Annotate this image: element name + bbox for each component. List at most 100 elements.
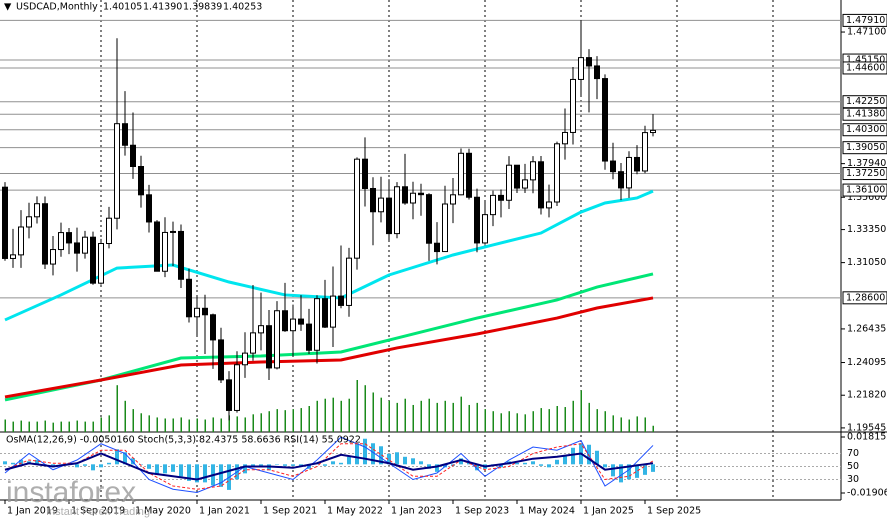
osma-bar [219, 464, 223, 487]
volume-bar [92, 421, 94, 432]
candle-body [202, 307, 208, 316]
candle-body [442, 203, 448, 253]
level-label: 1.45150 [846, 55, 885, 66]
x-tick-label: 1 Jan 2019 [7, 506, 58, 517]
osma-bar [35, 459, 39, 465]
osma-bar [131, 458, 135, 465]
candle-body [74, 242, 80, 254]
moving-average [4, 296, 654, 399]
osma-bar [435, 464, 439, 472]
volume-bar [436, 402, 438, 432]
osma-bar [475, 464, 479, 471]
osma-bar [571, 447, 575, 465]
candle-body [50, 249, 56, 265]
candle-body [450, 194, 456, 205]
volume-bar [644, 417, 646, 432]
volume-bar [36, 421, 38, 432]
volume-bar [428, 398, 430, 432]
volume-bar [236, 416, 238, 432]
moving-average [4, 272, 654, 402]
candle-body [482, 214, 488, 244]
candle-body [2, 186, 8, 259]
symbol-name: USDCAD,Monthly [16, 2, 98, 13]
volume-bar [380, 397, 382, 432]
candle-body [114, 123, 120, 219]
candle-body [210, 314, 216, 341]
volume-bar [340, 400, 342, 432]
volume-bar [20, 420, 22, 432]
osma-bar [115, 449, 119, 465]
candle-body [178, 230, 184, 280]
osma-bar [283, 464, 287, 466]
volume-bar [596, 409, 598, 432]
volume-bar [636, 416, 638, 432]
volume-bar [412, 404, 414, 432]
candle-body [514, 164, 520, 189]
candle-body [82, 236, 88, 254]
level-label: 1.37250 [846, 168, 885, 179]
volume-bar [148, 415, 150, 432]
volume-bar [292, 409, 294, 432]
osma-bar [379, 446, 383, 465]
candle-body [122, 123, 128, 146]
level-label: 1.39050 [846, 142, 885, 153]
x-tick-label: 1 Sep 2019 [71, 506, 125, 517]
candle-body [266, 325, 272, 369]
candle-body [170, 230, 176, 233]
volume-bar [572, 400, 574, 432]
volume-bar [124, 400, 126, 432]
candle-body [434, 242, 440, 253]
y2-tick-label: 50 [847, 461, 859, 472]
osma-bar [83, 464, 87, 466]
osma-bar [363, 438, 367, 465]
x-tick-label: 1 Sep 2023 [455, 506, 509, 517]
volume-bar [476, 402, 478, 432]
candle-body [338, 295, 344, 306]
candle-body [146, 194, 152, 223]
volume-bar [484, 409, 486, 432]
candle-body [58, 232, 64, 251]
candle-body [26, 216, 32, 228]
candle-body [298, 318, 304, 325]
osma-bar [155, 464, 159, 475]
level-box [842, 141, 887, 155]
candle-body [490, 194, 496, 216]
candle-body [522, 179, 528, 189]
volume-bar [356, 380, 358, 432]
level-box [842, 183, 887, 197]
osma-bar [107, 462, 111, 465]
y2-tick-label: 30 [847, 474, 859, 485]
candle-body [386, 197, 392, 235]
candle-body [426, 194, 432, 244]
osma-bar [651, 464, 655, 472]
candle-body [362, 158, 368, 189]
level-label: 1.42250 [846, 96, 885, 107]
volume-bar [4, 419, 6, 432]
volume-bar [404, 398, 406, 432]
y-tick-label: 1.21820 [847, 390, 886, 401]
osma-bar [171, 464, 175, 472]
candle-body [290, 318, 296, 332]
candle-body [498, 194, 504, 201]
volume-bar [276, 409, 278, 432]
osma-bar [75, 464, 79, 468]
candle-body [634, 156, 640, 172]
volume-bar [540, 408, 542, 432]
symbol-arrow: ▼ [4, 2, 12, 13]
osma-bar [11, 462, 15, 465]
y-tick-label: 1.33350 [847, 224, 886, 235]
x-tick-label: 1 Sep 2025 [647, 506, 701, 517]
candle-body [370, 187, 376, 213]
osma-bar [19, 459, 23, 465]
candle-body [98, 243, 104, 284]
volume-bar [140, 413, 142, 432]
candle-body [218, 339, 224, 381]
volume-bar [188, 419, 190, 432]
oscillator-label: OsMA(12,26,9) -0.0050160 Stoch(5,3,3) 82… [6, 435, 361, 446]
candle-body [90, 236, 96, 284]
volume-bar [244, 417, 246, 432]
volume-bar [12, 421, 14, 432]
volume-bar [132, 409, 134, 432]
volume-bar [532, 411, 534, 432]
